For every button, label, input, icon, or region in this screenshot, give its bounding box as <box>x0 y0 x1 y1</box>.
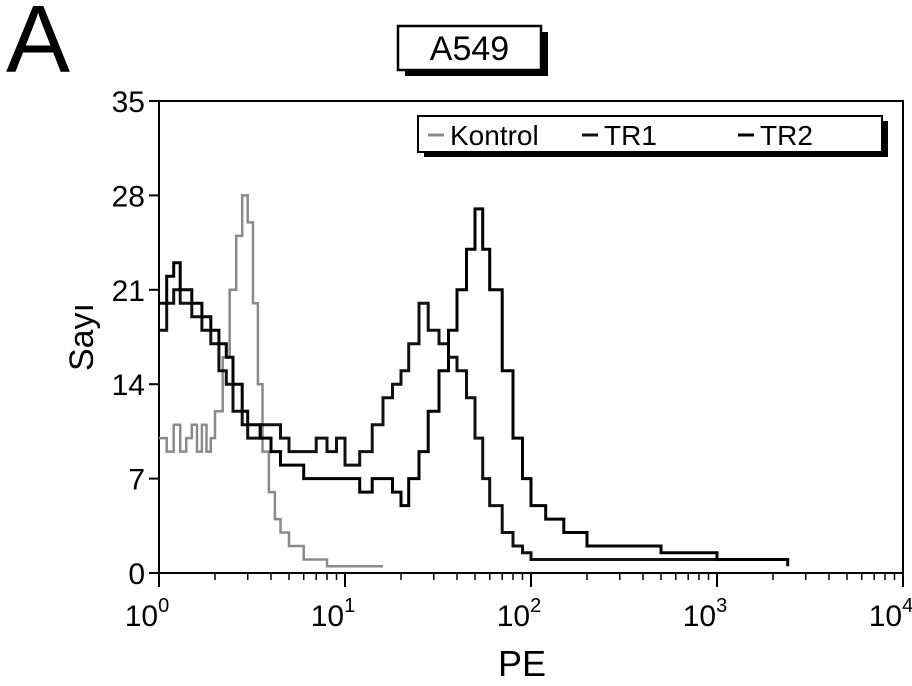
y-axis-label: Sayı <box>63 303 101 371</box>
y-tick-label: 0 <box>128 558 145 591</box>
x-tick-label: 104 <box>869 595 912 633</box>
legend-label-tr2: TR2 <box>760 120 813 151</box>
series-line-tr2 <box>159 207 790 567</box>
panel-label: A <box>6 0 71 93</box>
chart-title: A549 <box>430 30 509 68</box>
y-tick-label: 21 <box>112 275 145 308</box>
x-tick-label: 102 <box>497 595 542 633</box>
series-layer <box>159 194 790 568</box>
legend-label-kontrol: Kontrol <box>450 120 539 151</box>
legend-frame <box>417 115 883 153</box>
x-tick-label: 103 <box>683 595 728 633</box>
y-tick-label: 14 <box>112 369 145 402</box>
chart-title-box: A549 <box>396 24 548 76</box>
series-line-tr1 <box>159 288 717 561</box>
y-tick-label: 35 <box>112 86 145 119</box>
series-line-kontrol <box>159 194 383 568</box>
legend-label-tr1: TR1 <box>604 120 657 151</box>
x-tick-label: 100 <box>125 595 170 633</box>
y-tick-label: 28 <box>112 180 145 213</box>
x-tick-label: 101 <box>311 595 356 633</box>
y-axis-ticks: 0 7 14 21 28 35 <box>112 86 159 591</box>
x-axis-ticks: 100 101 102 103 104 <box>125 573 912 633</box>
title-box-frame <box>396 24 543 72</box>
y-tick-label: 7 <box>128 464 145 497</box>
x-axis-label: PE <box>498 643 546 684</box>
legend: Kontrol TR1 TR2 <box>417 115 888 157</box>
